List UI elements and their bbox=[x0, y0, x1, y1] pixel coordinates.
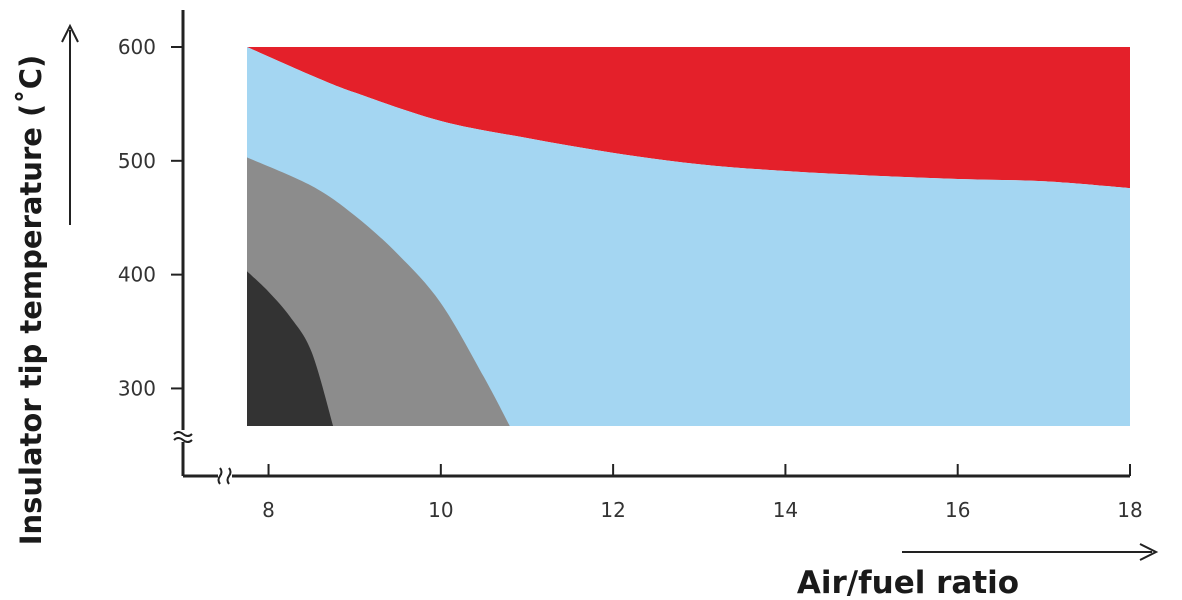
y-tick-label: 500 bbox=[118, 149, 156, 173]
x-axis-arrow bbox=[902, 543, 1159, 561]
y-tick-label: 400 bbox=[118, 263, 156, 287]
x-tick-label: 12 bbox=[600, 498, 625, 522]
y-tick-label: 600 bbox=[118, 35, 156, 59]
y-axis-arrow bbox=[61, 23, 79, 225]
plot-regions bbox=[247, 47, 1130, 426]
x-tick-label: 8 bbox=[262, 498, 275, 522]
region-4 bbox=[247, 271, 334, 426]
x-tick-label: 16 bbox=[945, 498, 970, 522]
y-axis-break bbox=[173, 430, 193, 443]
x-tick-label: 18 bbox=[1117, 498, 1142, 522]
x-axis-ticks: 8 10 12 14 16 18 bbox=[262, 464, 1143, 522]
x-tick-label: 14 bbox=[773, 498, 798, 522]
y-axis-title: Insulator tip temperature (˚C) bbox=[14, 55, 48, 546]
y-axis-ticks: 300 400 500 600 bbox=[118, 35, 183, 400]
region-1 bbox=[247, 47, 1130, 189]
y-tick-label: 300 bbox=[118, 376, 156, 400]
x-tick-label: 10 bbox=[428, 498, 453, 522]
region-2 bbox=[247, 47, 1130, 426]
x-axis-break bbox=[217, 466, 232, 486]
x-axis-title: Air/fuel ratio bbox=[797, 565, 1019, 600]
